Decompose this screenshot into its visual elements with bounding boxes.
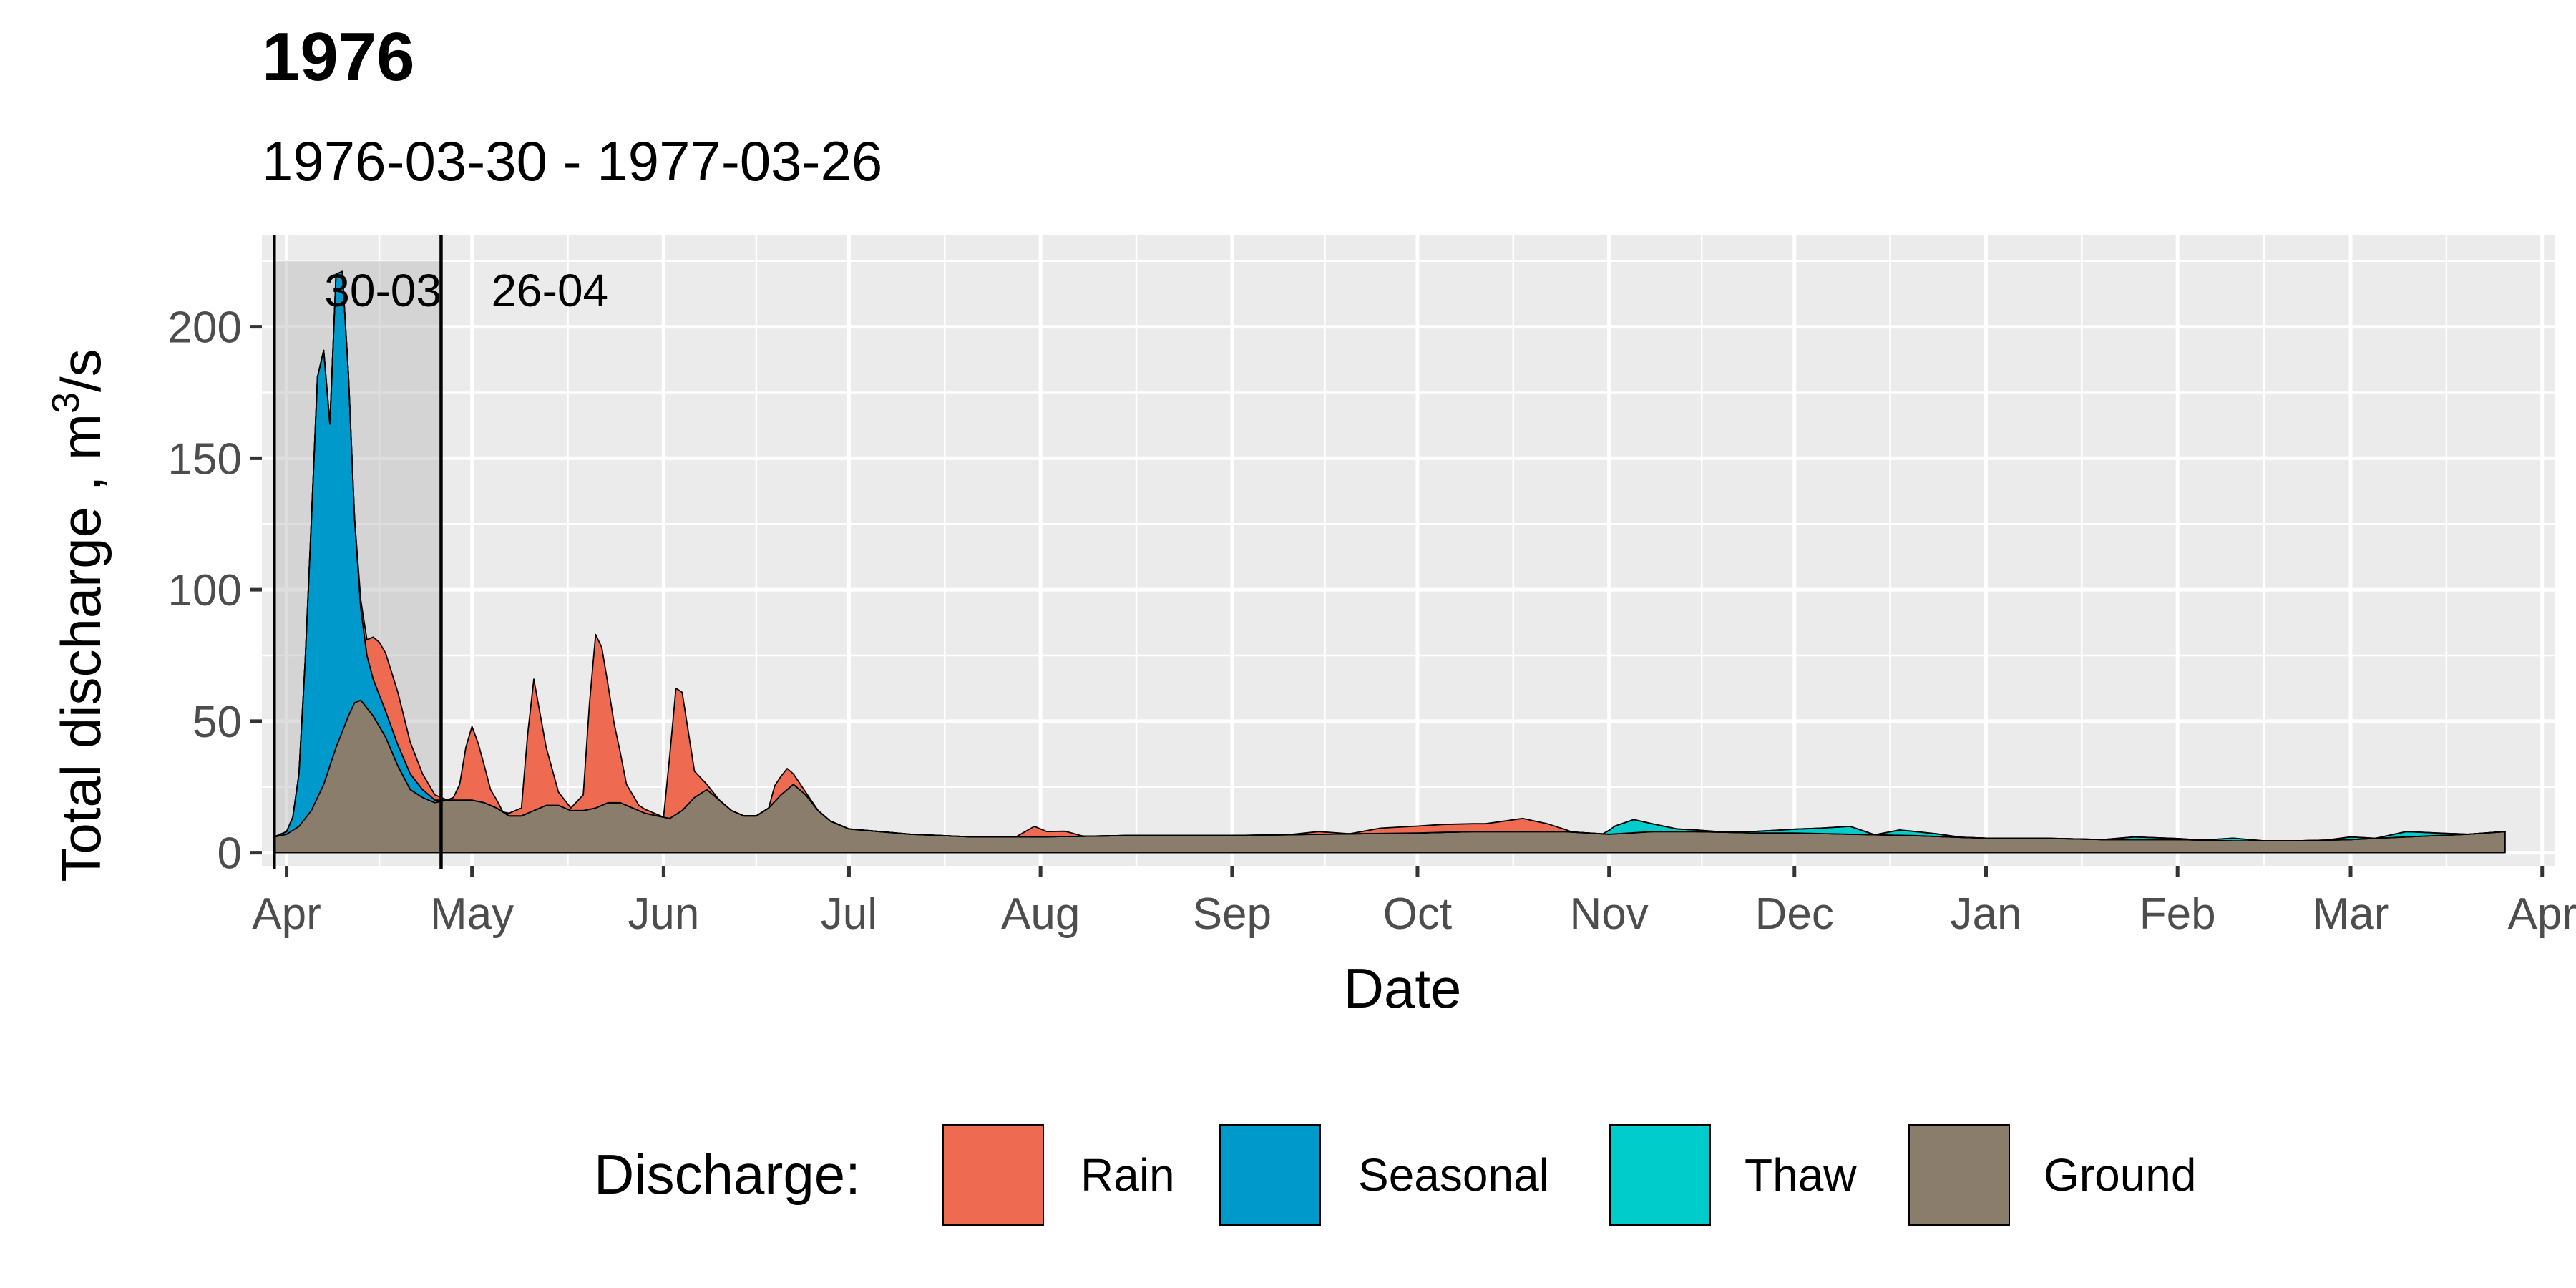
highlight-bounds: 30-03 26-04 — [273, 235, 608, 869]
x-axis-title: Date — [1344, 957, 1462, 1020]
plot-panel — [262, 235, 2555, 866]
x-tick-label: Jul — [821, 889, 877, 939]
x-tick-label: Oct — [1383, 889, 1452, 939]
y-axis-title: Total discharge , m3/s — [44, 348, 112, 882]
x-tick-label: Apr — [252, 889, 321, 939]
legend-title: Discharge: — [594, 1143, 861, 1206]
legend-key-thaw — [1609, 1124, 1711, 1226]
legend-key-seasonal — [1219, 1124, 1321, 1226]
x-tick-label: Nov — [1570, 889, 1649, 939]
y-axis-title-unit: /s — [49, 348, 112, 392]
y-tick-label: 150 — [168, 434, 242, 484]
discharge-areas — [273, 270, 2506, 854]
area-rain — [273, 270, 2506, 841]
y-axis-title-main: Total discharge , m — [49, 414, 112, 882]
x-tick-label: Jun — [628, 889, 699, 939]
legend: Discharge: Rain Seasonal Thaw Ground — [594, 1124, 2196, 1226]
svg-text:Total discharge , m3/s: Total discharge , m3/s — [44, 348, 112, 882]
highlight-start-label: 30-03 — [324, 265, 441, 316]
highlight-end-label: 26-04 — [491, 265, 608, 316]
x-tick-label: Apr — [2507, 889, 2576, 939]
x-tick-label: Mar — [2313, 889, 2389, 939]
x-tick-label: Aug — [1001, 889, 1080, 939]
x-tick-label: Sep — [1193, 889, 1272, 939]
y-tick-label: 200 — [168, 303, 242, 353]
x-tick-label: Feb — [2140, 889, 2216, 939]
y-tick-label: 50 — [192, 698, 242, 747]
legend-label-rain: Rain — [1080, 1149, 1175, 1201]
axes: 0 50 100 150 200 Apr May Jun Jul Aug Sep Oct Nov Dec J… — [168, 303, 2576, 939]
legend-key-ground — [1908, 1124, 2010, 1226]
legend-key-rain — [942, 1124, 1044, 1226]
legend-label-thaw: Thaw — [1745, 1149, 1857, 1201]
x-tick-label: Jan — [1950, 889, 2021, 939]
y-tick-label: 100 — [168, 566, 242, 615]
legend-label-seasonal: Seasonal — [1358, 1149, 1549, 1201]
chart-subtitle: 1976-03-30 - 1977-03-26 — [262, 130, 882, 192]
legend-label-ground: Ground — [2044, 1149, 2196, 1201]
y-axis-title-superscript: 3 — [44, 392, 87, 414]
x-tick-label: May — [430, 889, 514, 939]
chart-title: 1976 — [262, 19, 415, 95]
legend-items: Rain Seasonal Thaw Ground — [942, 1124, 2196, 1226]
y-tick-label: 0 — [218, 829, 242, 879]
x-tick-label: Dec — [1755, 889, 1834, 939]
